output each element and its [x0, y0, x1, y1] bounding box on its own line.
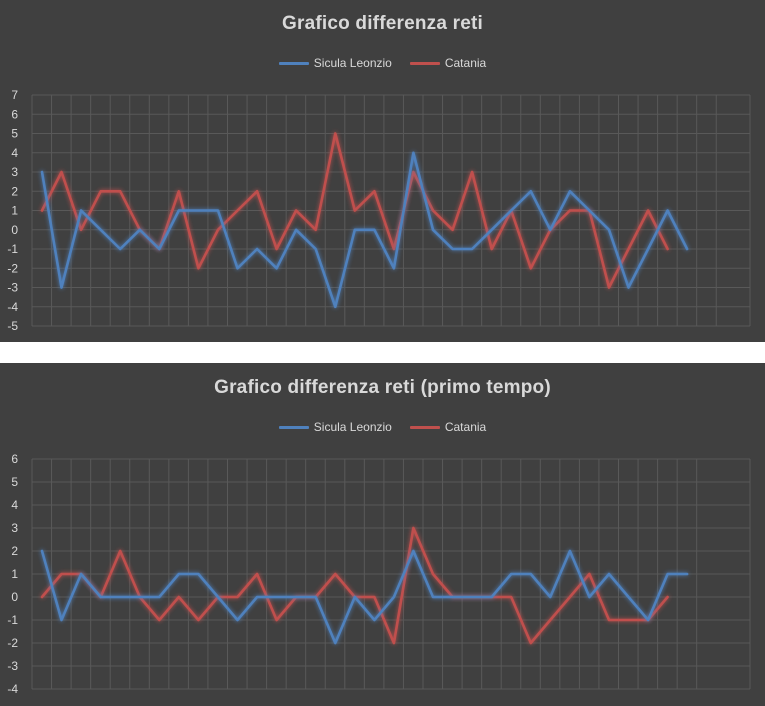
y-tick-label: 5	[11, 475, 18, 489]
y-tick-label: 1	[11, 567, 18, 581]
chart-panel-2: Grafico differenza reti (primo tempo) Si…	[0, 363, 765, 706]
series-line-sicula-leonzio	[40, 151, 689, 309]
legend-swatch-sicula-leonzio	[278, 425, 309, 429]
legend-swatch-sicula-leonzio	[278, 61, 309, 65]
legend-swatch-catania	[409, 61, 440, 65]
chart-plot-area: 7 6 5 4 3 2 1 0 -1 -2 -3 -4 -5	[7, 88, 751, 333]
legend-item-catania: Catania	[409, 420, 487, 434]
series-line-catania	[40, 526, 669, 645]
chart-legend: Sicula Leonzio Catania	[0, 420, 765, 434]
legend-swatch-catania	[409, 425, 440, 429]
y-tick-label: 4	[11, 498, 18, 512]
y-tick-label: 0	[11, 590, 18, 604]
y-tick-label: 2	[11, 184, 18, 198]
y-tick-label: -2	[7, 636, 18, 650]
y-tick-label: 1	[11, 204, 18, 218]
y-tick-label: -4	[7, 300, 18, 314]
y-tick-label: 6	[11, 107, 18, 121]
y-tick-label: -5	[7, 319, 18, 333]
y-tick-label: 3	[11, 165, 18, 179]
y-tick-label: 5	[11, 127, 18, 141]
legend-label: Sicula Leonzio	[313, 56, 392, 70]
y-tick-label: 2	[11, 544, 18, 558]
legend-item-catania: Catania	[409, 56, 487, 70]
y-tick-label: -2	[7, 261, 18, 275]
legend-item-sicula-leonzio: Sicula Leonzio	[278, 420, 392, 434]
legend-label: Sicula Leonzio	[313, 420, 392, 434]
legend-item-sicula-leonzio: Sicula Leonzio	[278, 56, 392, 70]
y-tick-label: 3	[11, 521, 18, 535]
y-tick-label: -1	[7, 613, 18, 627]
y-tick-label: -1	[7, 242, 18, 256]
y-tick-label: 7	[11, 88, 18, 102]
legend-label: Catania	[444, 420, 487, 434]
y-tick-label: 0	[11, 223, 18, 237]
chart-title: Grafico differenza reti	[282, 13, 483, 34]
chart-panel-1: Grafico differenza reti Sicula Leonzio C…	[0, 0, 765, 342]
chart-legend: Sicula Leonzio Catania	[0, 56, 765, 70]
chart-title: Grafico differenza reti (primo tempo)	[214, 377, 551, 398]
y-tick-label: -4	[7, 682, 18, 696]
legend-label: Catania	[444, 56, 487, 70]
y-tick-label: 4	[11, 146, 18, 160]
chart-plot-area: 6 5 4 3 2 1 0 -1 -2 -3 -4	[7, 452, 751, 696]
y-tick-label: -3	[7, 281, 18, 295]
series-line-sicula-leonzio	[40, 549, 689, 645]
y-tick-label: 6	[11, 452, 18, 466]
y-tick-label: -3	[7, 659, 18, 673]
